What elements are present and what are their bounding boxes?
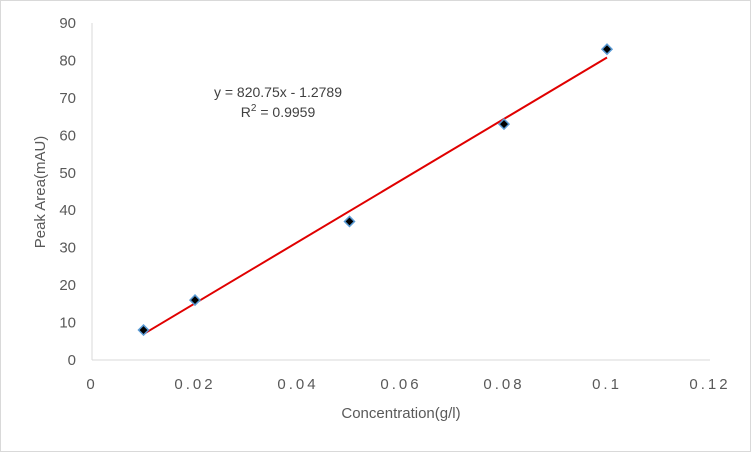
y-tick-label: 10 <box>59 315 76 332</box>
trendline-equation: y = 820.75x - 1.2789 <box>214 84 342 100</box>
x-axis: 0 0.02 0.04 0.06 0.08 0.1 0.12 <box>86 359 730 393</box>
r-squared-symbol: R <box>241 104 251 120</box>
y-tick-label: 50 <box>59 165 76 182</box>
y-axis: 0 10 20 30 40 50 60 70 80 90 <box>59 15 93 369</box>
x-axis-title: Concentration(g/l) <box>341 405 460 422</box>
y-axis-title: Peak Area(mAU) <box>32 136 49 249</box>
data-points <box>137 43 614 337</box>
data-point <box>137 323 150 337</box>
x-tick-label: 0.08 <box>483 376 524 393</box>
y-tick-label: 90 <box>59 15 76 32</box>
y-tick-label: 80 <box>59 52 76 69</box>
r-squared-label: R2 = 0.9959 <box>241 103 316 120</box>
trendline <box>142 56 608 335</box>
r-squared-value: = 0.9959 <box>256 104 315 120</box>
y-tick-label: 70 <box>59 90 76 107</box>
y-tick-label: 0 <box>68 352 76 369</box>
x-tick-label: 0.12 <box>689 376 730 393</box>
y-tick-label: 30 <box>59 240 76 257</box>
x-tick-label: 0.04 <box>277 376 318 393</box>
x-tick-label: 0.1 <box>592 376 622 393</box>
trendline-layer <box>142 56 608 335</box>
y-tick-label: 60 <box>59 127 76 144</box>
y-tick-label: 40 <box>59 202 76 219</box>
r-squared-exponent: 2 <box>251 103 257 114</box>
x-tick-label: 0 <box>86 376 97 393</box>
data-point <box>600 43 614 56</box>
data-point <box>343 215 356 228</box>
data-point <box>497 118 511 131</box>
x-tick-label: 0.06 <box>380 376 421 393</box>
y-tick-label: 20 <box>59 277 76 294</box>
data-point <box>188 294 202 307</box>
x-tick-label: 0.02 <box>174 376 215 393</box>
